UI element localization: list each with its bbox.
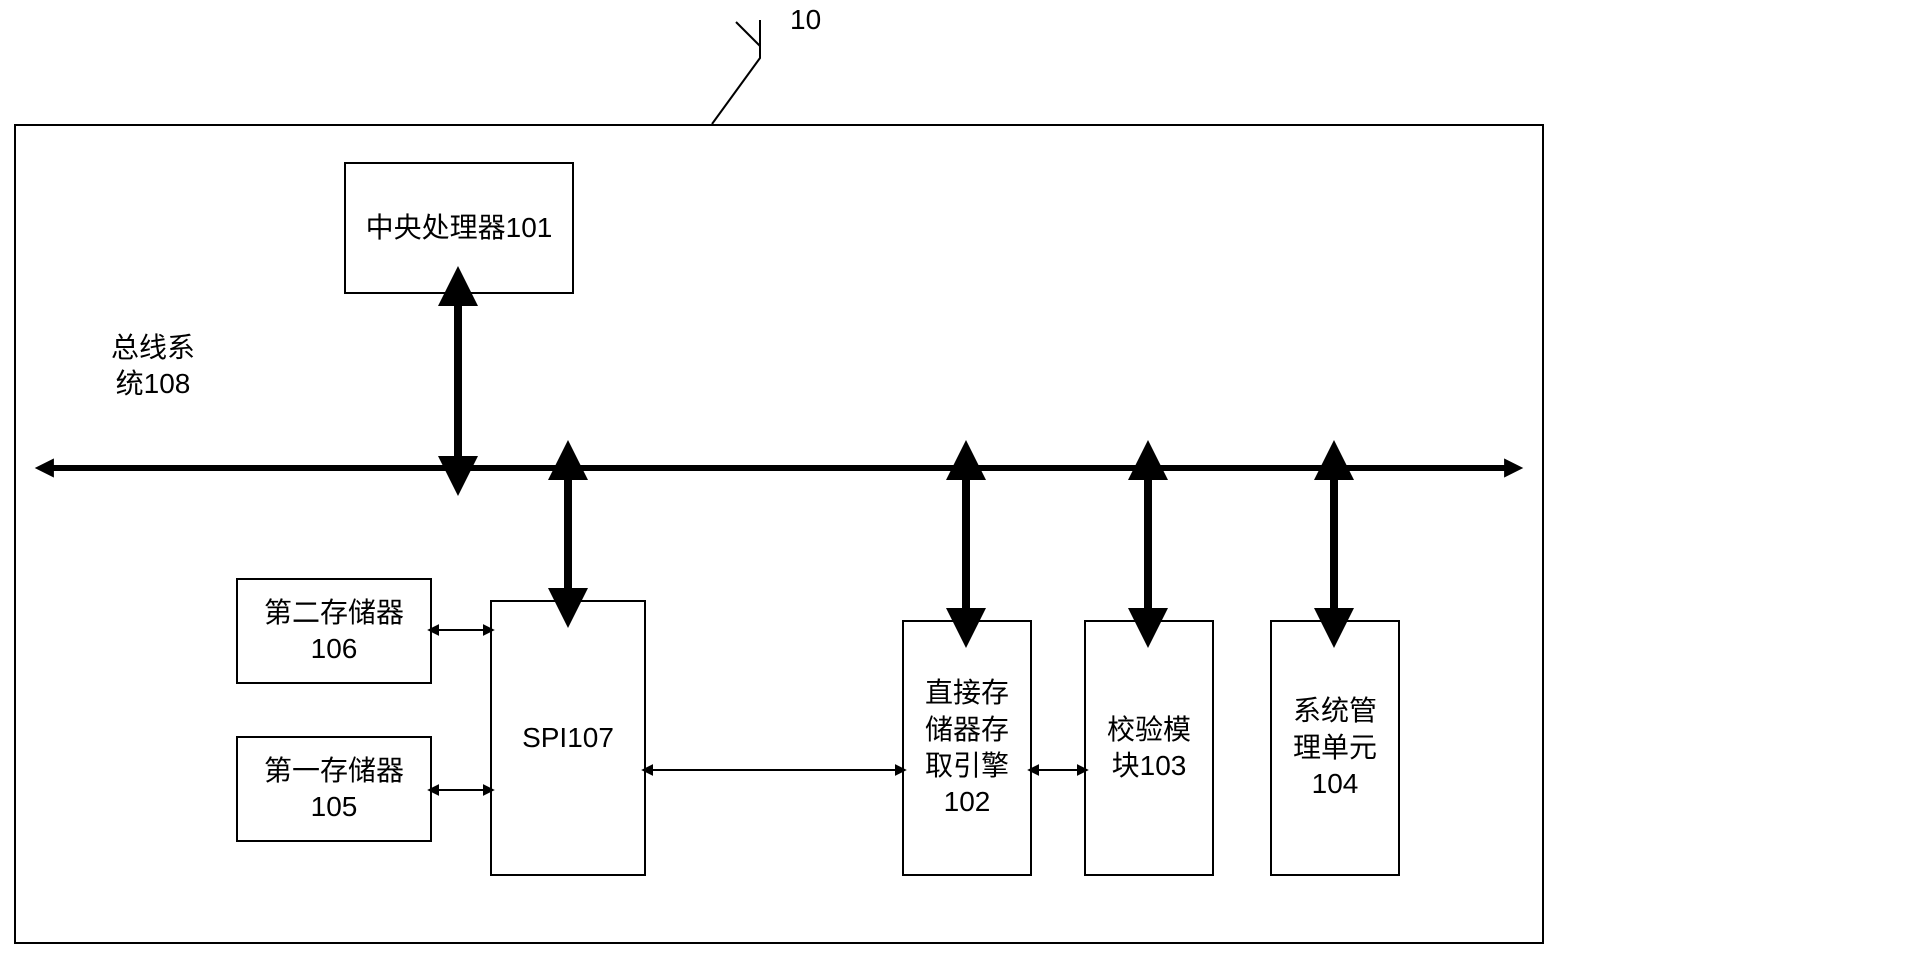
smu-block: 系统管 理单元 104 [1270,620,1400,876]
smu-label-line1: 系统管 [1293,695,1377,726]
verify-label-line1: 校验模 [1107,714,1191,745]
mem2-label-line2: 106 [311,633,358,664]
mem1-block: 第一存储器 105 [236,736,432,842]
verify-label-line2: 块103 [1112,750,1187,781]
dma-label-line4: 102 [944,786,991,817]
dma-block: 直接存 储器存 取引擎 102 [902,620,1032,876]
spi-block: SPI107 [490,600,646,876]
cpu-block-label: 中央处理器101 [366,210,553,246]
diagram-canvas: 10 总线系 统108 中央处理器101 第二存储器 106 第一存储器 105… [0,0,1910,974]
bus-label-line2: 统108 [116,368,191,399]
mem1-label-line1: 第一存储器 [264,755,404,786]
smu-label-line2: 理单元 [1293,732,1377,763]
dma-label-line2: 储器存 [925,714,1009,745]
mem2-label-line1: 第二存储器 [264,597,404,628]
ref-leader-tick [736,22,760,46]
bus-label: 总线系 统108 [98,330,208,403]
cpu-block: 中央处理器101 [344,162,574,294]
ref-leader-line [712,20,760,124]
verify-block: 校验模 块103 [1084,620,1214,876]
smu-label-line3: 104 [1312,768,1359,799]
spi-block-label: SPI107 [522,720,614,756]
dma-label-line1: 直接存 [925,677,1009,708]
bus-label-line1: 总线系 [111,332,195,363]
mem1-label-line2: 105 [311,791,358,822]
ref-number-label: 10 [790,2,821,38]
mem2-block: 第二存储器 106 [236,578,432,684]
dma-label-line3: 取引擎 [925,750,1009,781]
